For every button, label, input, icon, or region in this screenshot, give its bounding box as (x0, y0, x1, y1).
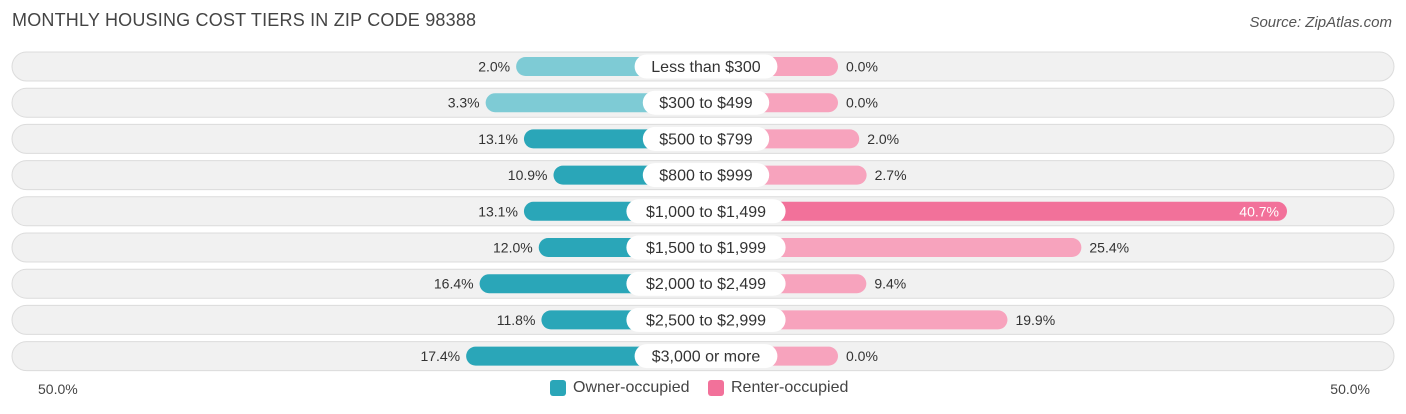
value-label-renter: 9.4% (874, 276, 906, 292)
category-label: $800 to $999 (659, 168, 753, 185)
category-label-pill (634, 54, 778, 79)
legend-label-renter: Renter-occupied (731, 379, 849, 396)
legend-swatch-owner (550, 380, 566, 396)
legend-swatch-renter (708, 380, 724, 396)
category-label: $2,500 to $2,999 (646, 312, 766, 329)
value-label-renter: 0.0% (846, 95, 878, 111)
value-label-renter: 2.0% (867, 131, 899, 147)
bar-renter (700, 201, 1288, 221)
category-label-pill (626, 235, 786, 260)
value-label-owner: 13.1% (478, 203, 518, 219)
category-label-pill (642, 90, 770, 115)
category-label: $300 to $499 (659, 95, 753, 112)
category-label: Less than $300 (651, 59, 761, 76)
category-label: $1,500 to $1,999 (646, 240, 766, 257)
value-label-renter: 25.4% (1089, 240, 1129, 256)
category-label: $500 to $799 (659, 131, 753, 148)
value-label-renter: 0.0% (846, 59, 878, 75)
category-label-pill (626, 271, 786, 296)
value-label-owner: 16.4% (434, 276, 474, 292)
value-label-renter: 19.9% (1015, 312, 1055, 328)
category-label-pill (634, 344, 778, 369)
value-label-owner: 12.0% (493, 240, 533, 256)
legend-item-renter: Renter-occupied (708, 379, 848, 397)
category-label-pill (626, 199, 786, 224)
value-label-owner: 3.3% (448, 95, 480, 111)
legend: Owner-occupied Renter-occupied (0, 379, 1406, 401)
axis-right-label: 50.0% (1330, 381, 1370, 397)
category-label: $2,000 to $2,499 (646, 276, 766, 293)
value-label-renter: 2.7% (875, 167, 907, 183)
value-label-renter: 0.0% (846, 348, 878, 364)
value-label-owner: 11.8% (497, 312, 536, 328)
category-label: $1,000 to $1,499 (646, 204, 766, 221)
source-credit: Source: ZipAtlas.com (1249, 14, 1392, 31)
bar-renter (700, 238, 1082, 257)
value-label-owner: 2.0% (478, 59, 510, 75)
category-label: $3,000 or more (652, 349, 761, 366)
category-label-pill (626, 307, 786, 332)
category-label-pill (642, 126, 770, 151)
legend-label-owner: Owner-occupied (573, 379, 690, 396)
value-label-owner: 10.9% (508, 167, 548, 183)
category-label-pill (642, 163, 770, 188)
axis-left-label: 50.0% (38, 381, 78, 397)
value-label-renter: 40.7% (1239, 203, 1279, 219)
value-label-owner: 17.4% (420, 348, 460, 364)
value-label-owner: 13.1% (478, 131, 518, 147)
legend-item-owner: Owner-occupied (550, 379, 690, 397)
chart-title: MONTHLY HOUSING COST TIERS IN ZIP CODE 9… (12, 10, 477, 30)
